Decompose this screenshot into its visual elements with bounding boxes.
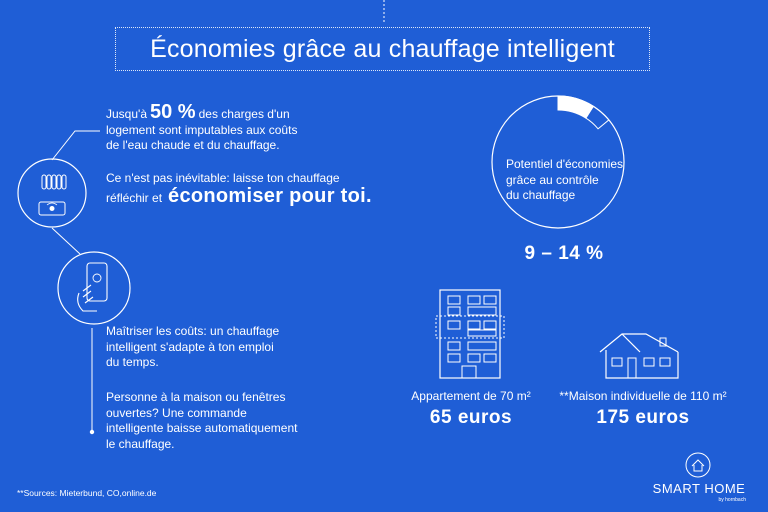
control-line: intelligent s'adapte à ton emploi <box>106 339 274 354</box>
page-title-box: Économies grâce au chauffage intelligent <box>115 27 650 71</box>
potential-line: du chauffage <box>506 188 576 202</box>
potential-range: 9 – 14 % <box>524 243 604 264</box>
house-icon <box>599 333 679 379</box>
potential-line: grâce au contrôle <box>506 172 599 187</box>
intro-prefix: Jusqu'à <box>106 107 147 121</box>
inevitable-highlight: économiser pour toi. <box>168 184 372 207</box>
house-label: **Maison individuelle de 110 m² <box>559 389 727 403</box>
absence-line: ouvertes? Une commande <box>106 405 247 420</box>
intro-highlight: 50 % <box>150 101 196 123</box>
absence-line: le chauffage. <box>106 436 175 451</box>
inevitable-text: Ce n'est pas inévitable: laisse ton chau… <box>106 171 396 206</box>
apartment-building-icon <box>435 289 505 379</box>
brand-sub: by hornbach <box>718 497 746 503</box>
inevitable-line1: Ce n'est pas inévitable: laisse ton chau… <box>106 171 340 185</box>
house-value: 175 euros <box>596 407 690 428</box>
intro-line1: des charges d'un <box>198 107 290 121</box>
intro-line3: de l'eau chaude et du chauffage. <box>106 138 280 152</box>
smartphone-circle <box>57 251 131 325</box>
apartment-label: Appartement de 70 m² <box>411 389 531 403</box>
brand-name: SMART HOME <box>652 481 746 496</box>
smartphone-hand-icon <box>77 262 108 312</box>
potential-line: Potentiel d'économies <box>506 157 624 171</box>
potential-arc-14 <box>585 105 610 130</box>
smart-home-logo-icon <box>685 452 711 478</box>
absence-line: Personne à la maison ou fenêtres <box>106 390 286 404</box>
inevitable-line2-prefix: réfléchir et <box>106 190 163 205</box>
potential-text: Potentiel d'économies grâce au contrôle … <box>506 157 636 204</box>
page-title: Économies grâce au chauffage intelligent <box>150 34 615 63</box>
sources-note: **Sources: Mieterbund, CO,online.de <box>17 488 157 498</box>
control-line: Maîtriser les coûts: un chauffage <box>106 324 280 338</box>
absence-line: intelligente baisse automatiquement <box>106 421 298 435</box>
control-text: Maîtriser les coûts: un chauffage intell… <box>106 324 326 371</box>
heating-circle <box>17 158 87 228</box>
intro-text: Jusqu'à 50 % des charges d'un logement s… <box>106 101 336 154</box>
potential-gauge <box>491 95 625 229</box>
intro-line2: logement sont imputables aux coûts <box>106 122 298 137</box>
thermostat-icon <box>38 201 66 216</box>
absence-text: Personne à la maison ou fenêtres ouverte… <box>106 390 336 452</box>
radiator-icon <box>41 174 67 190</box>
control-line: du temps. <box>106 355 159 369</box>
apartment-value: 65 euros <box>429 407 513 428</box>
